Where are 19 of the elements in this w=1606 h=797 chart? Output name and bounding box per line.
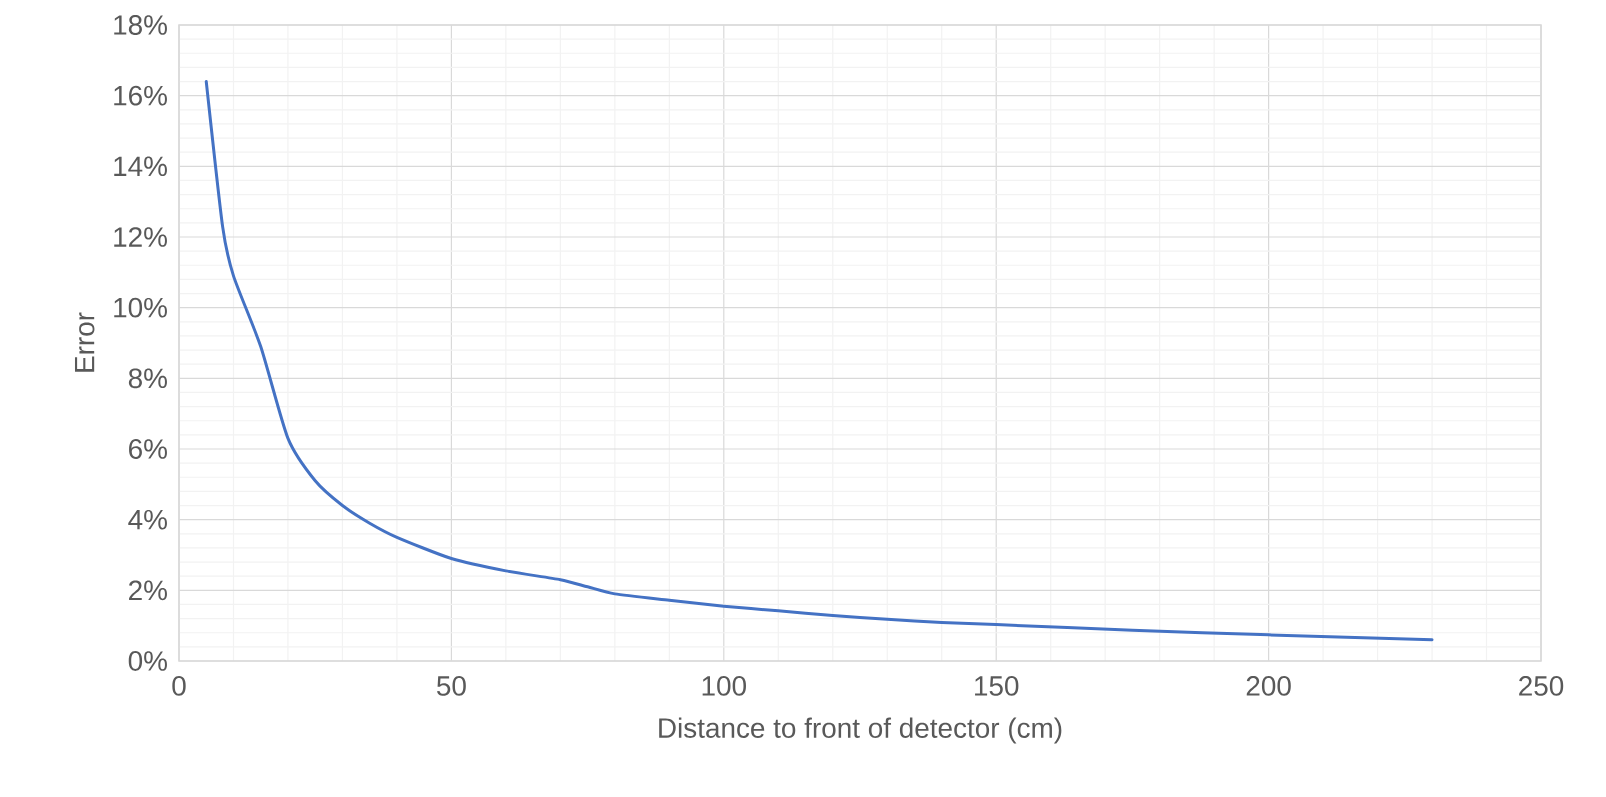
x-tick-label: 100 bbox=[702, 676, 746, 696]
y-tick-label: 16% bbox=[114, 85, 167, 106]
y-axis-title: Error bbox=[74, 312, 95, 372]
x-axis-title: Distance to front of detector (cm) bbox=[659, 717, 1062, 744]
y-tick-label: 18% bbox=[114, 15, 167, 35]
y-tick-label: 6% bbox=[129, 439, 167, 459]
y-tick-label: 10% bbox=[114, 297, 167, 318]
y-tick-label: 8% bbox=[128, 368, 167, 389]
y-tick-label: 4% bbox=[128, 509, 167, 530]
x-tick-label: 150 bbox=[975, 676, 1019, 696]
x-tick-label: 200 bbox=[1246, 676, 1291, 696]
y-tick-label: 0% bbox=[128, 651, 167, 671]
x-tick-label: 0 bbox=[172, 676, 186, 696]
y-tick-label: 14% bbox=[114, 156, 167, 177]
line-series bbox=[204, 80, 1434, 642]
y-tick-label: 12% bbox=[114, 227, 167, 247]
x-tick-label: 250 bbox=[1519, 676, 1564, 696]
x-tick-label: 50 bbox=[437, 676, 466, 696]
y-tick-label: 2% bbox=[129, 580, 167, 601]
